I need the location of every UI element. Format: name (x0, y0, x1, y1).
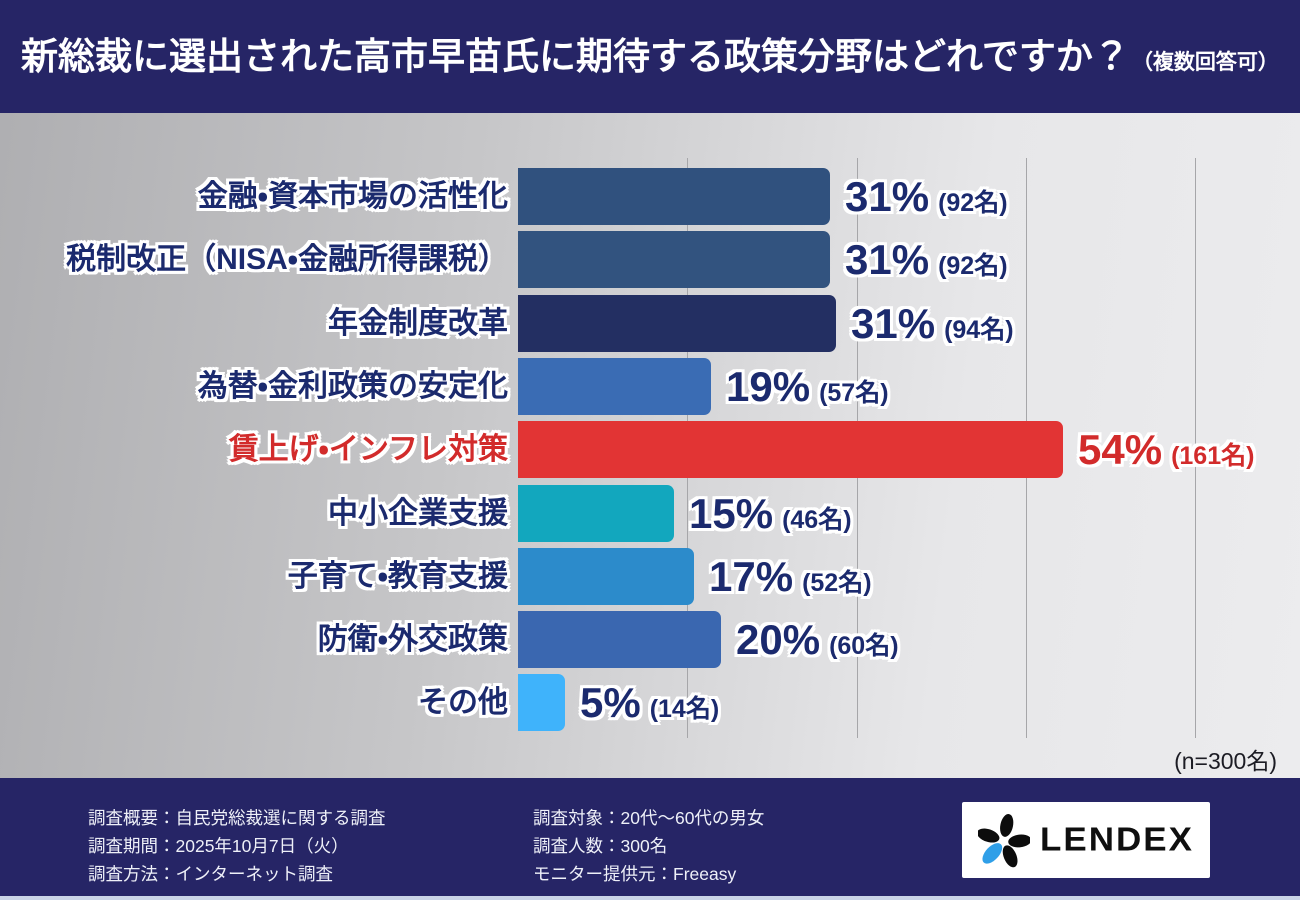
survey-method-line: 調査方法：インターネット調査 (88, 864, 333, 884)
bar (518, 421, 1063, 478)
page-title-main: 新総裁に選出された高市早苗氏に期待する政策分野はどれですか？ (21, 36, 1130, 77)
respondent-count: (14名) (649, 695, 720, 723)
category-label: 年金制度改革 (328, 307, 508, 340)
chart-row: 為替・金利政策の安定化 19% (57名) (0, 358, 1300, 415)
survey-summary-right: 調査対象：20代〜60代の男女 調査人数：300名 モニター提供元：Freeas… (533, 804, 764, 888)
chart-row: 子育て・教育支援 17% (52名) (0, 548, 1300, 605)
page-title-note: （複数回答可） (1131, 51, 1279, 74)
bar (518, 231, 830, 288)
respondent-count: (92名) (938, 189, 1008, 217)
gridline (1195, 158, 1197, 738)
chart-row: その他 5% (14名) (0, 674, 1300, 731)
category-label: 為替・金利政策の安定化 (197, 370, 508, 403)
respondent-count: (46名) (782, 506, 852, 534)
page-title: 新総裁に選出された高市早苗氏に期待する政策分野はどれですか？（複数回答可） (0, 0, 1300, 113)
category-label: 金融・資本市場の活性化 (197, 180, 508, 213)
percent-value: 20% (736, 616, 821, 663)
chart-row: 防衛・外交政策 20% (60名) (0, 611, 1300, 668)
chart-row: 税制改正（NISA・金融所得課税） 31% (92名) (0, 231, 1300, 288)
footer-band: 調査概要：自民党総裁選に関する調査 調査期間：2025年10月7日（火） 調査方… (0, 778, 1300, 896)
value-label: 19% (57名) (726, 358, 889, 415)
bar (518, 168, 830, 225)
value-label: 54% (161名) (1078, 421, 1254, 478)
survey-overview-line: 調査概要：自民党総裁選に関する調査 (88, 808, 386, 828)
chart-row: 賃上げ・インフレ対策 54% (161名) (0, 421, 1300, 478)
bar (518, 611, 721, 668)
bar (518, 674, 565, 731)
lendex-logo-text: LENDEX (1040, 820, 1194, 859)
percent-value: 31% (851, 300, 936, 347)
percent-value: 31% (845, 173, 930, 220)
percent-value: 19% (726, 363, 811, 410)
respondent-count: (92名) (938, 252, 1008, 280)
respondent-count: (94名) (944, 316, 1014, 344)
percent-value: 31% (845, 236, 930, 283)
percent-value: 17% (709, 553, 794, 600)
survey-target-line: 調査対象：20代〜60代の男女 (533, 808, 765, 828)
value-label: 17% (52名) (709, 548, 872, 605)
value-label: 15% (46名) (689, 485, 852, 542)
respondent-count: (52名) (802, 569, 872, 597)
category-label: その他 (418, 686, 508, 719)
bar (518, 548, 694, 605)
category-label: 子育て・教育支援 (287, 560, 508, 593)
value-label: 31% (94名) (851, 295, 1014, 352)
sample-size-note: (n=300名) (1174, 748, 1277, 774)
survey-summary-left: 調査概要：自民党総裁選に関する調査 調査期間：2025年10月7日（火） 調査方… (88, 804, 386, 888)
category-label: 税制改正（NISA・金融所得課税） (66, 243, 508, 276)
respondent-count: (57名) (819, 379, 889, 407)
chart-row: 金融・資本市場の活性化 31% (92名) (0, 168, 1300, 225)
survey-count-line: 調査人数：300名 (533, 836, 668, 856)
bar (518, 295, 836, 352)
lendex-pinwheel-icon (978, 813, 1031, 868)
category-label: 中小企業支援 (328, 497, 508, 530)
title-band: 新総裁に選出された高市早苗氏に期待する政策分野はどれですか？（複数回答可） (0, 0, 1300, 113)
survey-period-line: 調査期間：2025年10月7日（火） (88, 836, 349, 856)
survey-monitor-line: モニター提供元：Freeasy (533, 864, 737, 884)
category-label: 賃上げ・インフレ対策 (228, 433, 508, 466)
value-label: 31% (92名) (845, 168, 1008, 225)
percent-value: 54% (1078, 426, 1163, 473)
bar (518, 485, 674, 542)
respondent-count: (161名) (1171, 442, 1255, 470)
percent-value: 5% (580, 679, 641, 726)
bottom-accent-strip (0, 896, 1300, 900)
value-label: 31% (92名) (845, 231, 1008, 288)
respondent-count: (60名) (829, 632, 899, 660)
value-label: 5% (14名) (580, 674, 719, 731)
lendex-logo: LENDEX (962, 802, 1210, 878)
percent-value: 15% (689, 490, 774, 537)
chart-row: 年金制度改革 31% (94名) (0, 295, 1300, 352)
bar (518, 358, 711, 415)
value-label: 20% (60名) (736, 611, 899, 668)
category-label: 防衛・外交政策 (317, 623, 508, 656)
chart-row: 中小企業支援 15% (46名) (0, 485, 1300, 542)
